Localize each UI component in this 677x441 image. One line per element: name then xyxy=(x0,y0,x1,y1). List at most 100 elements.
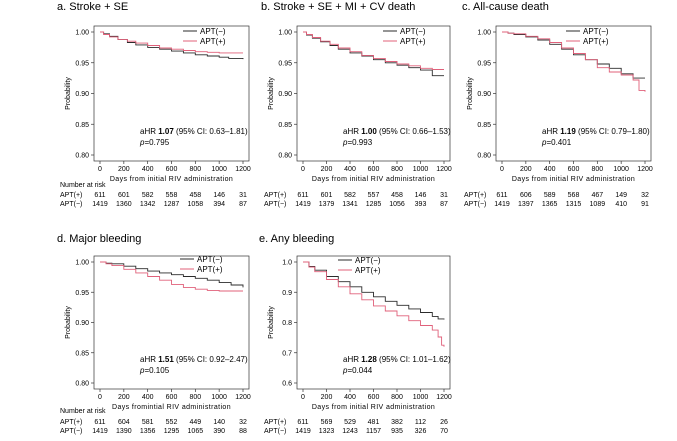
y-tick-label: 0.8 xyxy=(282,320,292,327)
y-tick-label: 0.95 xyxy=(75,60,89,67)
risk-value: 611 xyxy=(297,192,308,199)
x-tick-label: 0 xyxy=(301,166,305,173)
x-tick-label: 600 xyxy=(368,394,380,401)
x-tick-label: 400 xyxy=(142,394,154,401)
y-tick-label: 0.90 xyxy=(477,91,491,98)
hr-ci: (95% CI: 0.63–1.81) xyxy=(174,127,248,136)
p-annotation: p=0.105 xyxy=(139,366,170,375)
hr-value: 1.51 xyxy=(158,355,174,364)
risk-value: 1419 xyxy=(295,428,311,435)
hr-annotation: aHR 1.51 (95% CI: 0.92–2.47) xyxy=(140,355,248,364)
hr-value: 1.19 xyxy=(560,127,576,136)
series-line-apt-neg xyxy=(303,261,445,320)
y-axis-label: Probability xyxy=(268,306,275,339)
y-tick-label: 1.0 xyxy=(282,260,292,267)
risk-value: 140 xyxy=(213,419,225,426)
risk-value: 1287 xyxy=(164,201,180,208)
x-tick-label: 1000 xyxy=(413,394,429,401)
risk-row-label: APT(+) xyxy=(60,192,82,199)
risk-value: 1243 xyxy=(342,428,358,435)
risk-row-label: APT(+) xyxy=(464,192,486,199)
risk-row-label: APT(+) xyxy=(264,419,286,426)
x-tick-label: 400 xyxy=(344,166,356,173)
hr-annotation: aHR 1.19 (95% CI: 0.79–1.80) xyxy=(542,127,650,136)
y-tick-label: 0.80 xyxy=(477,153,491,160)
legend: APT(−)APT(+) xyxy=(383,27,426,46)
risk-value: 1341 xyxy=(342,201,358,208)
p-value: =0.993 xyxy=(347,138,372,147)
legend: APT(−)APT(+) xyxy=(338,256,381,275)
y-tick-label: 1.00 xyxy=(75,30,89,37)
risk-value: 589 xyxy=(544,192,556,199)
risk-value: 1365 xyxy=(542,201,558,208)
risk-row-label: APT(+) xyxy=(264,192,286,199)
y-tick-label: 0.85 xyxy=(75,350,89,357)
y-tick-label: 0.80 xyxy=(75,381,89,388)
risk-value: 581 xyxy=(142,419,154,426)
risk-value: 569 xyxy=(321,419,333,426)
risk-value: 88 xyxy=(239,428,247,435)
risk-value: 394 xyxy=(213,201,225,208)
risk-row-label: APT(−) xyxy=(60,201,82,208)
risk-value: 1379 xyxy=(319,201,335,208)
hr-prefix: aHR xyxy=(343,355,361,364)
x-axis-label: Days from initial RIV administration xyxy=(512,176,635,183)
risk-value: 149 xyxy=(615,192,627,199)
risk-value: 601 xyxy=(118,192,130,199)
risk-value: 1356 xyxy=(140,428,156,435)
series-line-apt-pos xyxy=(100,31,243,54)
risk-value: 449 xyxy=(189,419,201,426)
risk-value: 112 xyxy=(415,419,426,426)
x-tick-label: 0 xyxy=(500,166,504,173)
panel-title: c. All-cause death xyxy=(462,1,549,13)
risk-value: 611 xyxy=(94,192,105,199)
risk-value: 582 xyxy=(142,192,154,199)
legend-label: APT(+) xyxy=(200,37,226,46)
legend-label: APT(−) xyxy=(200,27,226,36)
x-tick-label: 200 xyxy=(118,394,130,401)
x-tick-label: 400 xyxy=(142,166,154,173)
risk-value: 481 xyxy=(368,419,380,426)
y-tick-label: 1.00 xyxy=(477,30,491,37)
x-tick-label: 1000 xyxy=(413,166,429,173)
risk-value: 1342 xyxy=(140,201,156,208)
x-tick-label: 0 xyxy=(98,394,102,401)
plot-frame xyxy=(296,255,451,390)
y-tick-label: 0.6 xyxy=(282,381,292,388)
x-tick-label: 800 xyxy=(189,394,201,401)
p-value: =0.105 xyxy=(144,366,169,375)
panel-title: a. Stroke + SE xyxy=(57,1,128,13)
y-tick-label: 0.90 xyxy=(75,320,89,327)
risk-value: 458 xyxy=(189,192,201,199)
y-tick-label: 0.85 xyxy=(75,122,89,129)
risk-value: 91 xyxy=(641,201,649,208)
x-tick-label: 1000 xyxy=(613,166,629,173)
x-tick-label: 800 xyxy=(391,394,403,401)
risk-value: 390 xyxy=(213,428,225,435)
risk-value: 26 xyxy=(440,419,448,426)
x-tick-label: 800 xyxy=(591,166,603,173)
risk-value: 1285 xyxy=(366,201,382,208)
hr-prefix: aHR xyxy=(140,127,158,136)
p-annotation: p=0.795 xyxy=(139,138,170,147)
risk-value: 552 xyxy=(166,419,178,426)
y-axis-label: Probability xyxy=(65,306,72,339)
risk-value: 568 xyxy=(568,192,580,199)
panel-title: e. Any bleeding xyxy=(259,233,334,245)
y-tick-label: 0.90 xyxy=(278,91,292,98)
x-tick-label: 600 xyxy=(568,166,580,173)
risk-value: 1419 xyxy=(295,201,311,208)
hr-annotation: aHR 1.07 (95% CI: 0.63–1.81) xyxy=(140,127,248,136)
risk-value: 606 xyxy=(520,192,532,199)
risk-value: 32 xyxy=(641,192,649,199)
legend-label: APT(+) xyxy=(400,37,426,46)
x-tick-label: 1200 xyxy=(235,166,251,173)
p-value: =0.401 xyxy=(546,138,571,147)
hr-ci: (95% CI: 1.01–1.62) xyxy=(377,355,451,364)
hr-ci: (95% CI: 0.79–1.80) xyxy=(576,127,650,136)
risk-value: 1295 xyxy=(164,428,180,435)
y-tick-label: 1.00 xyxy=(278,30,292,37)
p-annotation: p=0.401 xyxy=(541,138,572,147)
series-line-apt-pos xyxy=(303,31,444,70)
risk-value: 604 xyxy=(118,419,130,426)
